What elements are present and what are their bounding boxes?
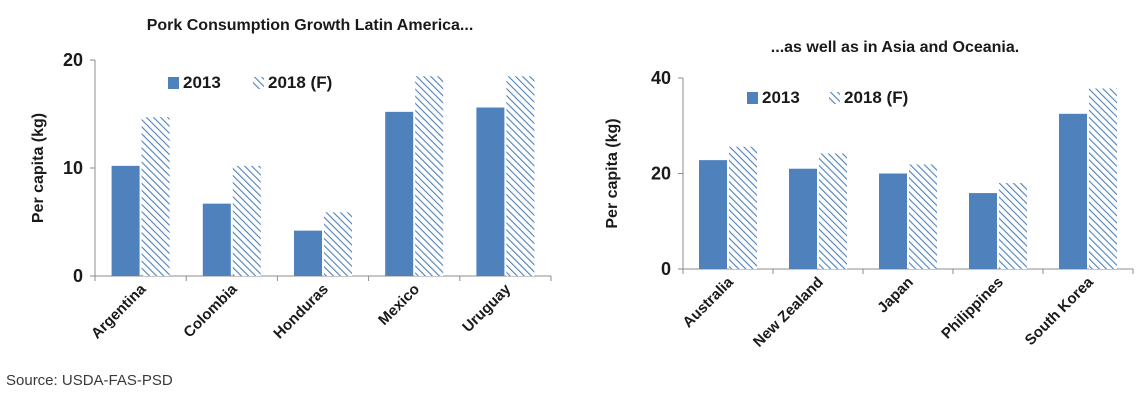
chart-latin-america: Pork Consumption Growth Latin America...… — [0, 0, 570, 380]
x-tick-label: Philippines — [938, 274, 1007, 343]
y-tick-label: 20 — [63, 50, 83, 70]
bar-2018f-mexico — [415, 76, 444, 276]
bar-2018f-colombia — [232, 165, 261, 276]
y-tick-label: 20 — [651, 164, 671, 184]
bar-2018f-south-korea — [1089, 88, 1117, 269]
y-axis-label: Per capita (kg) — [604, 118, 621, 228]
y-tick-label: 10 — [63, 158, 83, 178]
legend-swatch — [829, 92, 840, 104]
bar-2018f-new-zealand — [819, 153, 847, 269]
chart-title: ...as well as in Asia and Oceania. — [771, 39, 1019, 56]
x-tick-label: Colombia — [180, 280, 241, 341]
bar-2013-south-korea — [1059, 113, 1087, 269]
bar-2013-argentina — [111, 165, 140, 276]
bar-2018f-honduras — [324, 212, 352, 276]
chart-asia-oceania-svg: ...as well as in Asia and Oceania. 0 20 40 P… — [604, 39, 1134, 351]
bar-2018f-australia — [729, 146, 757, 269]
bar-2013-new-zealand — [789, 168, 817, 269]
legend-label: 2013 — [183, 73, 221, 92]
bar-2018f-argentina — [141, 117, 170, 277]
bar-2013-mexico — [385, 111, 414, 276]
legend-swatch — [253, 77, 264, 89]
x-tick-label: Uruguay — [459, 280, 515, 336]
bar-2013-japan — [879, 173, 907, 269]
x-tick-label: New Zealand — [750, 274, 827, 351]
bar-2013-uruguay — [476, 107, 505, 277]
x-tick-label: Japan — [874, 274, 917, 317]
chart-title: Pork Consumption Growth Latin America... — [147, 17, 474, 34]
bar-2018f-japan — [909, 164, 937, 269]
bar-2018f-uruguay — [506, 76, 535, 276]
source-note: Source: USDA-FAS-PSD — [6, 372, 173, 389]
legend-label: 2018 (F) — [844, 88, 908, 107]
legend-label: 2018 (F) — [268, 73, 332, 92]
chart-latin-america-svg: Pork Consumption Growth Latin America...… — [30, 17, 552, 343]
y-axis-label: Per capita (kg) — [30, 113, 47, 223]
y-tick-label: 0 — [73, 266, 83, 286]
y-tick-label: 40 — [651, 68, 671, 88]
x-tick-label: Argentina — [88, 280, 150, 342]
bar-2013-honduras — [294, 230, 322, 276]
bar-2013-colombia — [202, 203, 231, 276]
legend-label: 2013 — [762, 88, 800, 107]
x-tick-label: Australia — [679, 273, 737, 331]
x-tick-label: South Korea — [1022, 273, 1098, 349]
bar-2013-philippines — [969, 193, 997, 269]
bar-2018f-philippines — [999, 183, 1027, 269]
legend-swatch — [747, 92, 758, 104]
legend-swatch — [168, 77, 179, 89]
x-tick-label: Honduras — [270, 281, 332, 343]
chart-asia-oceania: ...as well as in Asia and Oceania. 0 20 40 P… — [575, 0, 1139, 380]
y-tick-label: 0 — [661, 259, 671, 279]
bar-2013-australia — [699, 160, 727, 269]
x-tick-label: Mexico — [375, 281, 423, 329]
